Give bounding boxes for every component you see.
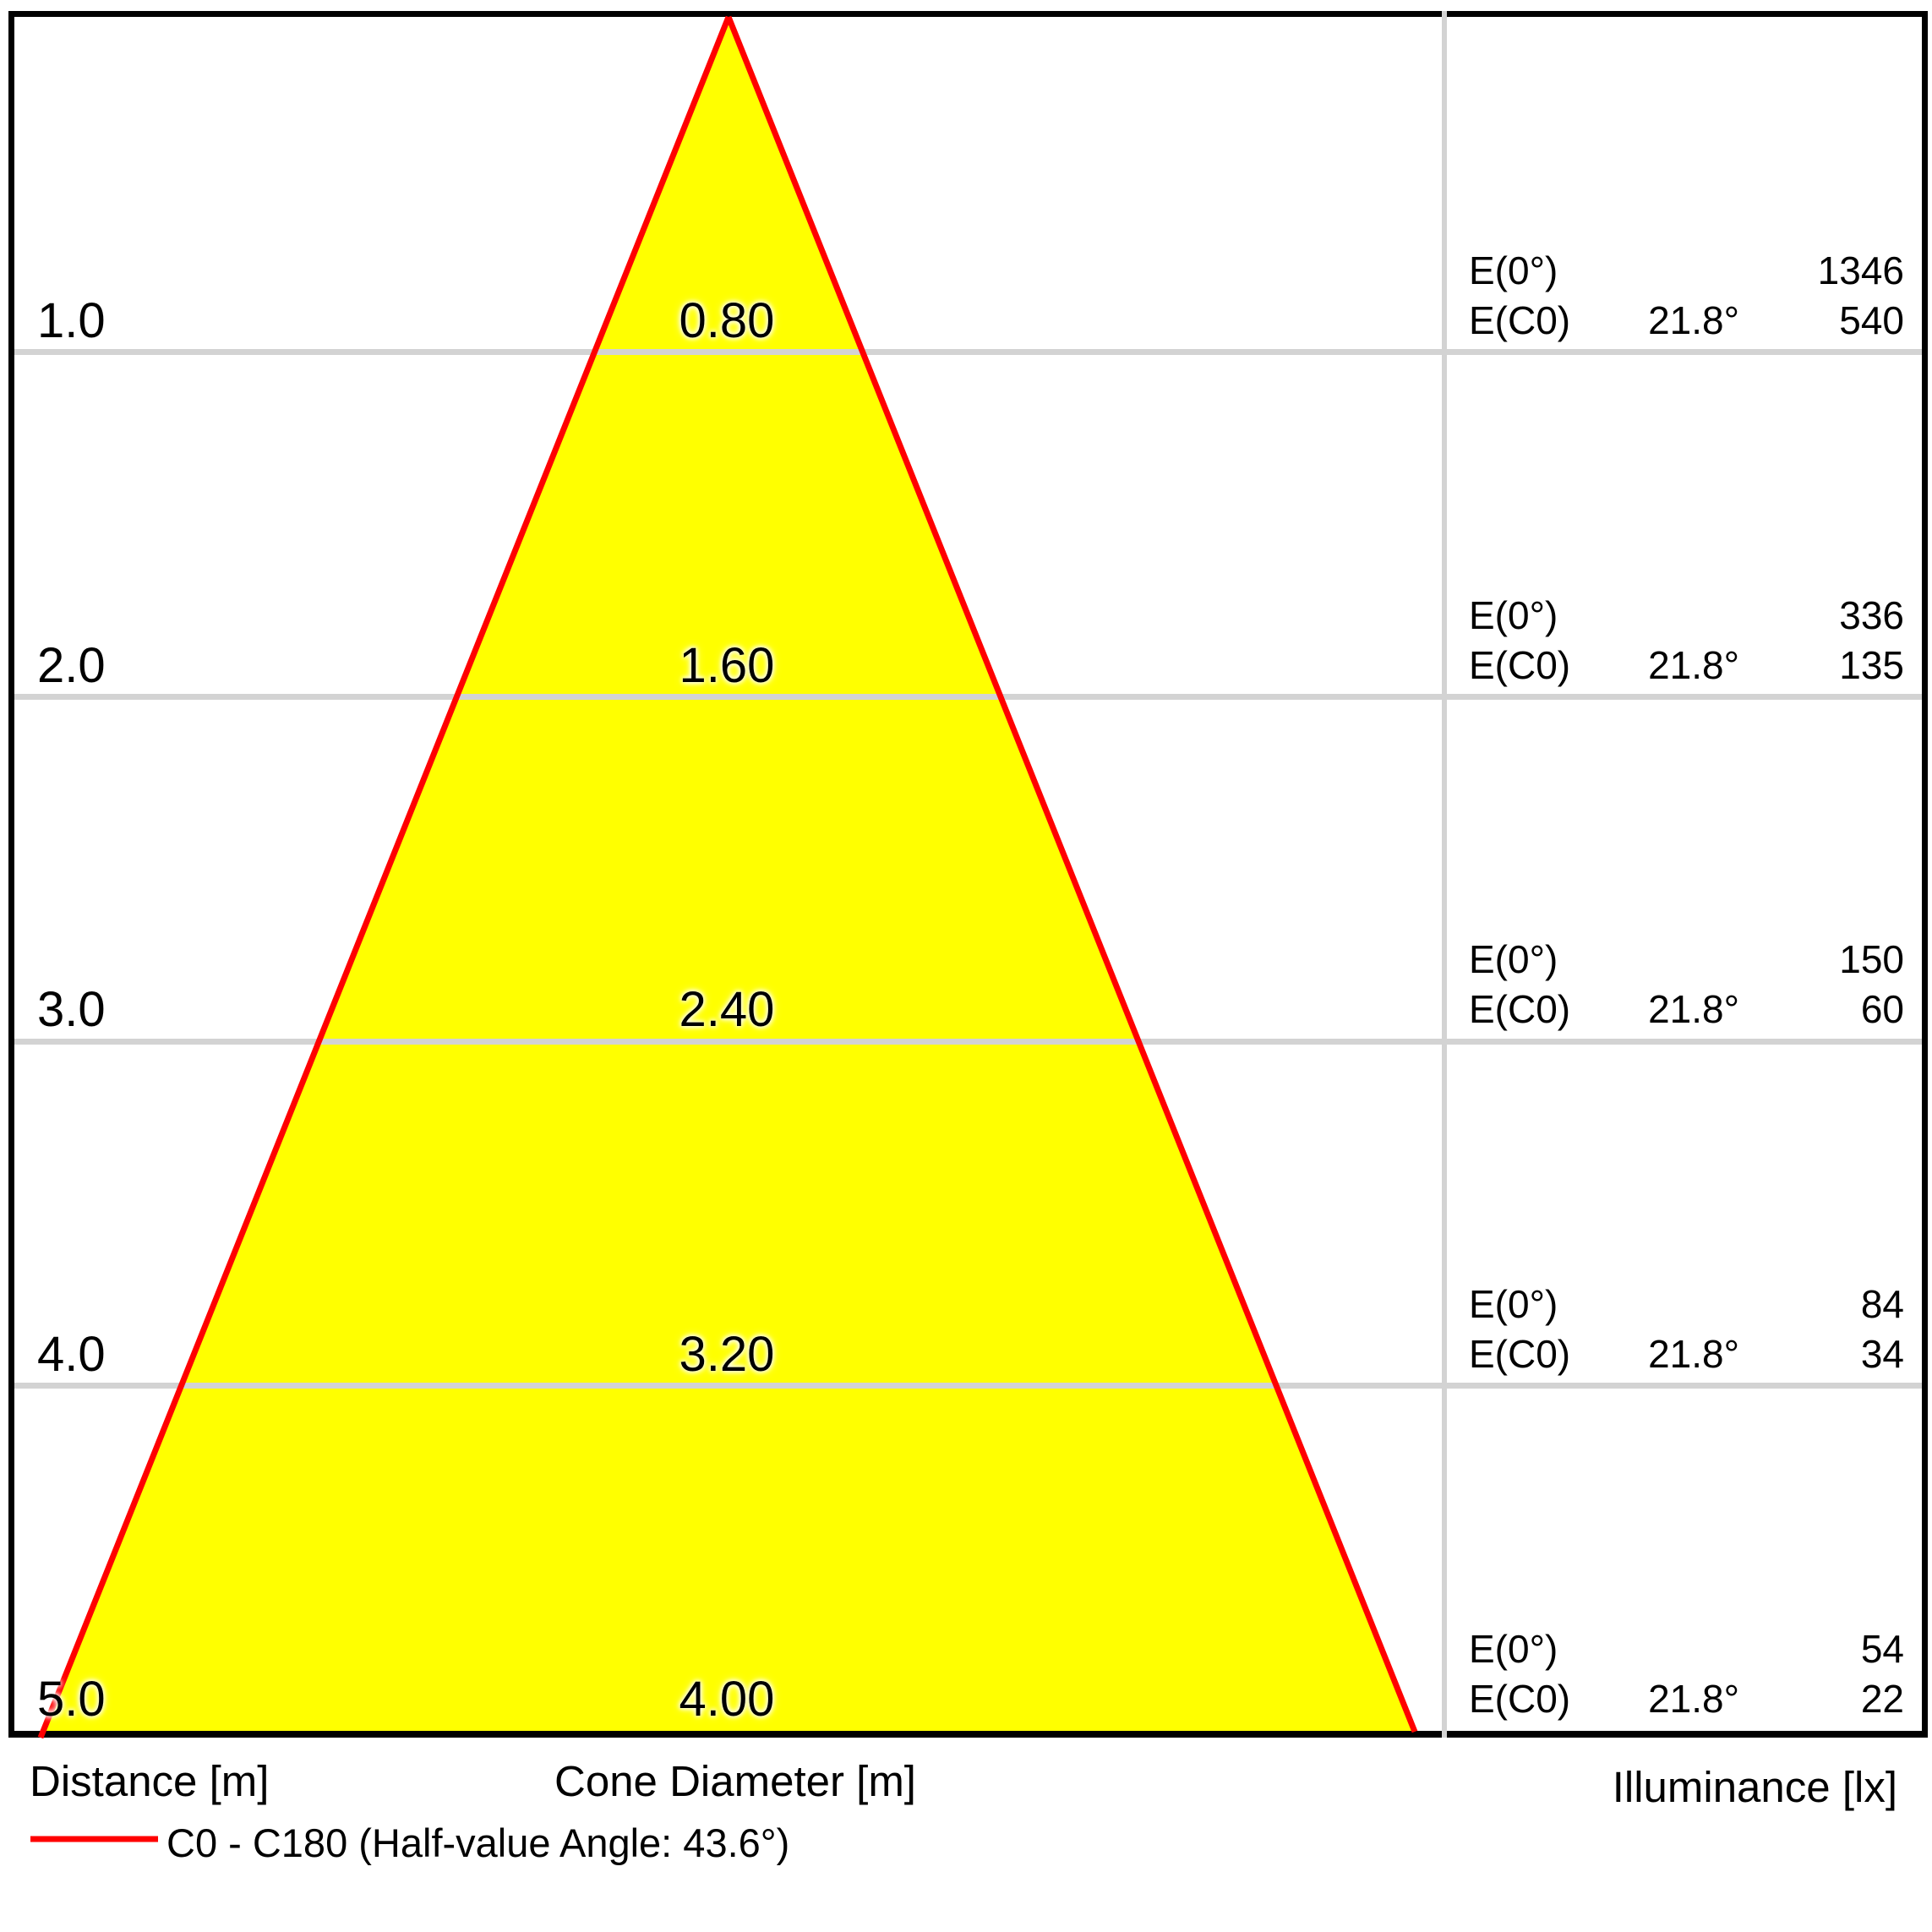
distance-label: 3.0	[37, 982, 106, 1037]
cone-diameter-label: 3.20	[679, 1327, 775, 1382]
cone-diameter-label: 1.60	[679, 638, 775, 693]
e0-value: 84	[1860, 1282, 1904, 1326]
ec0-label: E(C0)	[1469, 643, 1571, 687]
e0-label: E(0°)	[1469, 1627, 1558, 1671]
e0-value: 54	[1860, 1627, 1904, 1671]
light-cone-fill	[42, 14, 1415, 1734]
ec0-label: E(C0)	[1469, 1332, 1571, 1376]
cone-diameter-label: 2.40	[679, 982, 775, 1037]
cone-edge-lines	[37, 15, 1418, 1739]
ec0-label: E(C0)	[1469, 298, 1571, 342]
ec0-angle: 21.8°	[1648, 643, 1739, 687]
distance-label: 2.0	[37, 638, 106, 693]
panel-border	[8, 11, 1928, 1738]
legend-label: C0 - C180 (Half-value Angle: 43.6°)	[166, 1820, 790, 1865]
distance-label: 4.0	[37, 1327, 106, 1382]
ec0-angle: 21.8°	[1648, 298, 1739, 342]
e0-value: 150	[1839, 937, 1904, 981]
illuminance-axis-caption: Illuminance [lx]	[1612, 1763, 1897, 1811]
e0-label: E(0°)	[1469, 937, 1558, 981]
ec0-angle: 21.8°	[1648, 987, 1739, 1031]
cone-diameter-axis-caption: Cone Diameter [m]	[554, 1757, 916, 1805]
ec0-label: E(C0)	[1469, 987, 1571, 1031]
cone-diameter-label: 4.00	[679, 1672, 775, 1727]
ec0-angle: 21.8°	[1648, 1677, 1739, 1721]
distance-label: 1.0	[37, 293, 106, 348]
distance-axis-caption: Distance [m]	[30, 1757, 270, 1805]
ec0-label: E(C0)	[1469, 1677, 1571, 1721]
ec0-value: 60	[1860, 987, 1904, 1031]
e0-label: E(0°)	[1469, 1282, 1558, 1326]
panel-divider	[1442, 11, 1447, 1738]
gridlines	[12, 349, 1924, 1389]
ec0-value: 135	[1839, 643, 1904, 687]
ec0-value: 22	[1860, 1677, 1904, 1721]
e0-value: 1346	[1817, 248, 1904, 292]
e0-label: E(0°)	[1469, 593, 1558, 637]
ec0-value: 34	[1860, 1332, 1904, 1376]
ec0-angle: 21.8°	[1648, 1332, 1739, 1376]
ec0-value: 540	[1839, 298, 1904, 342]
e0-value: 336	[1839, 593, 1904, 637]
cone-diameter-label: 0.80	[679, 293, 775, 348]
distance-label: 5.0	[37, 1672, 106, 1727]
e0-label: E(0°)	[1469, 248, 1558, 292]
